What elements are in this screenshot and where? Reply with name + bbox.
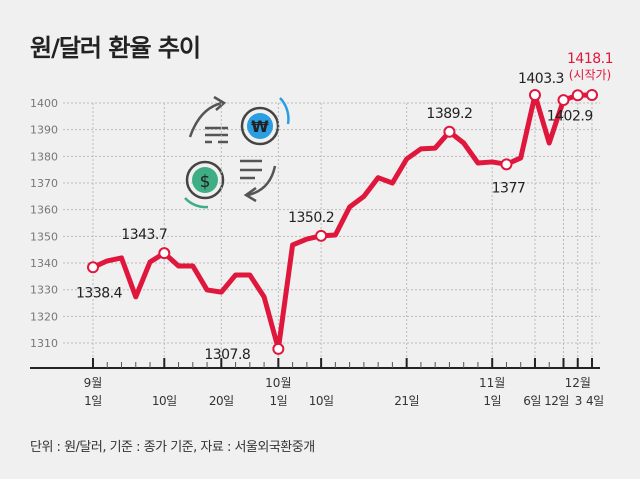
- x-tick-month: 12월: [565, 376, 591, 390]
- data-label: 1307.8: [204, 347, 250, 363]
- data-point-marker: [272, 342, 285, 355]
- y-tick-label: 1310: [30, 337, 58, 350]
- data-label: 1350.2: [288, 210, 334, 226]
- data-point-marker: [528, 88, 541, 101]
- data-label: 1402.9: [547, 108, 593, 124]
- data-label: 1338.4: [76, 285, 123, 301]
- data-label: 1389.2: [426, 106, 472, 122]
- data-label: 1377: [492, 180, 526, 196]
- x-tick-day: 10일: [152, 394, 177, 408]
- x-tick-day: 12일: [544, 394, 569, 408]
- x-tick-month: 9월: [84, 376, 103, 390]
- chart-title: 원/달러 환율 추이: [30, 34, 201, 62]
- x-tick-month: 11월: [479, 376, 505, 390]
- data-point-marker: [557, 94, 570, 107]
- data-point-marker: [586, 88, 598, 101]
- y-tick-label: 1360: [30, 204, 58, 217]
- x-tick-day: 10일: [309, 394, 334, 408]
- chart-footnote: 단위 : 원/달러, 기준 : 종가 기준, 자료 : 서울외국환중개: [30, 440, 315, 455]
- data-point-marker: [158, 247, 171, 260]
- x-tick-day: 21일: [394, 394, 419, 408]
- data-point-marker: [571, 89, 584, 102]
- svg-text:₩: ₩: [251, 117, 269, 136]
- y-tick-label: 1340: [30, 257, 58, 270]
- svg-text:$: $: [200, 172, 211, 192]
- y-tick-label: 1400: [30, 97, 58, 110]
- x-tick-day: 1일: [269, 394, 287, 408]
- data-label: 1418.1: [567, 51, 613, 67]
- data-point-marker: [87, 261, 99, 274]
- x-tick-day: 1일: [483, 394, 501, 408]
- series-line: [91, 92, 593, 352]
- y-tick-label: 1370: [30, 177, 58, 190]
- x-tick-day: 6일: [523, 394, 541, 408]
- x-tick-day: 20일: [209, 394, 234, 408]
- y-tick-label: 1320: [30, 310, 58, 323]
- data-point-marker: [500, 158, 513, 171]
- dollar-coin-icon: $: [184, 160, 225, 209]
- won-coin-icon: ₩: [240, 97, 290, 146]
- data-label-note: (시작가): [569, 68, 611, 82]
- data-label: 1343.7: [121, 227, 167, 243]
- data-point-marker: [443, 125, 456, 138]
- y-tick-label: 1350: [30, 230, 58, 243]
- data-point-marker: [315, 229, 328, 242]
- x-tick-month: 10월: [265, 376, 291, 390]
- data-label: 1403.3: [518, 71, 564, 87]
- x-tick-day: 4일: [586, 394, 604, 408]
- y-tick-label: 1390: [30, 124, 58, 137]
- x-tick-day: 3: [575, 394, 582, 408]
- y-tick-label: 1330: [30, 284, 58, 297]
- x-tick-day: 1일: [84, 394, 102, 408]
- y-tick-label: 1380: [30, 150, 58, 163]
- exchange-illustration: ₩ $: [184, 95, 290, 209]
- exchange-arrows-icon: [188, 95, 277, 203]
